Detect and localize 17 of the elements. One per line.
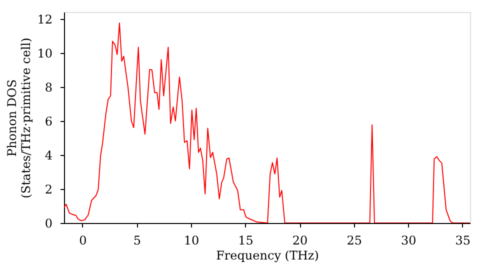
y-tick-label: 10 — [37, 46, 52, 60]
x-tick-label: 25 — [346, 234, 362, 248]
y-tick-label: 4 — [44, 148, 53, 162]
y-tick-label: 2 — [44, 182, 52, 196]
x-axis-title: Frequency (THz) — [216, 248, 319, 262]
x-tick-label: 30 — [400, 234, 416, 248]
y-tick-label: 8 — [44, 80, 52, 94]
x-tick-label: 20 — [292, 234, 308, 248]
y-tick-label: 12 — [37, 12, 52, 26]
x-tick-label: 15 — [238, 234, 254, 248]
x-tick-label: 10 — [184, 234, 200, 248]
x-tick-label: 5 — [133, 234, 142, 248]
y-tick-label: 0 — [44, 216, 52, 230]
x-tick-label: 35 — [455, 234, 471, 248]
y-axis-title: Phonon DOS (States/THz·primitive cell) — [5, 38, 34, 198]
x-tick-label: 0 — [79, 234, 87, 248]
y-tick-label: 6 — [44, 114, 52, 128]
